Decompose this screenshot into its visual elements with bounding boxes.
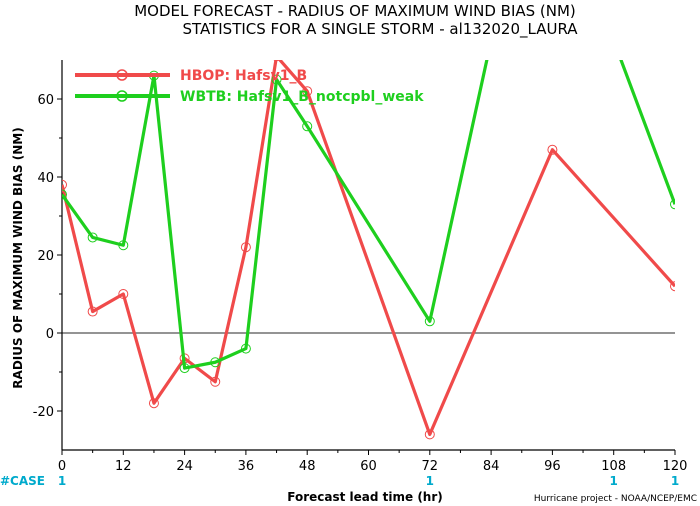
series-1-point	[609, 36, 618, 45]
y-tick-label: 20	[37, 249, 54, 264]
series-line-1	[62, 60, 675, 370]
y-tick-label: 40	[37, 171, 54, 186]
legend-label-1: WBTB: Hafsv1_B_notcpbl_weak	[180, 89, 424, 105]
case-count: 1	[58, 474, 66, 488]
x-tick-label: 60	[360, 459, 377, 474]
series-0-point	[273, 60, 280, 62]
series-0-point	[424, 429, 435, 440]
series-1-point	[62, 189, 67, 200]
case-count: 1	[426, 474, 434, 488]
y-tick-label: 0	[46, 327, 54, 342]
y-tick-label: -20	[33, 405, 54, 420]
series-0-point	[87, 306, 98, 317]
series-0-point	[547, 144, 558, 155]
credit-text: Hurricane project - NOAA/NCEP/EMC	[534, 494, 697, 504]
x-tick-label: 0	[58, 459, 66, 474]
legend-marker-1	[116, 90, 128, 102]
series-0-point	[302, 86, 313, 97]
x-tick-label: 48	[299, 459, 316, 474]
legend-marker-0	[116, 69, 128, 81]
series-1-point	[210, 357, 221, 368]
series-0-point	[670, 281, 675, 292]
series-0-point	[210, 376, 221, 387]
series-0-point	[118, 289, 129, 299]
case-count: 1	[610, 474, 618, 488]
legend-label-0: HBOP: Hafsv1_B	[180, 68, 307, 84]
series-1-point	[240, 343, 251, 354]
series-0-point	[148, 398, 159, 409]
y-tick-label: 60	[37, 93, 54, 108]
chart-subtitle: STATISTICS FOR A SINGLE STORM - al132020…	[182, 20, 578, 39]
case-label: #CASE	[0, 474, 45, 488]
series-0-point	[240, 242, 251, 253]
x-tick-label: 36	[238, 459, 255, 474]
y-axis-label: RADIUS OF MAXIMUM WIND BIAS (NM)	[11, 127, 25, 388]
x-tick-label: 72	[422, 459, 439, 474]
plot-area: 0 12 24 36 48 60 72 84 96 108 120 -20 0 20 40 60 HBOP: H…	[33, 36, 688, 488]
series-1-point	[424, 316, 435, 327]
x-tick-label: 12	[115, 459, 132, 474]
series-0-point	[62, 179, 67, 190]
series-1-point	[179, 363, 190, 374]
x-axis-label: Forecast lead time (hr)	[287, 490, 443, 504]
x-tick-label: 108	[601, 459, 626, 474]
series-1-point	[87, 232, 98, 243]
x-tick-label: 24	[176, 459, 193, 474]
x-tick-label: 84	[483, 459, 500, 474]
x-tick-label: 120	[663, 459, 688, 474]
series-line-0	[62, 60, 675, 436]
series-1-point	[302, 121, 313, 132]
case-count: 1	[671, 474, 679, 488]
x-tick-label: 96	[544, 459, 561, 474]
series-1-point	[670, 199, 675, 210]
series-1-point	[271, 74, 282, 85]
series-group	[62, 36, 675, 440]
chart-title: MODEL FORECAST - RADIUS OF MAXIMUM WIND …	[134, 2, 576, 20]
series-1-point	[118, 240, 129, 251]
